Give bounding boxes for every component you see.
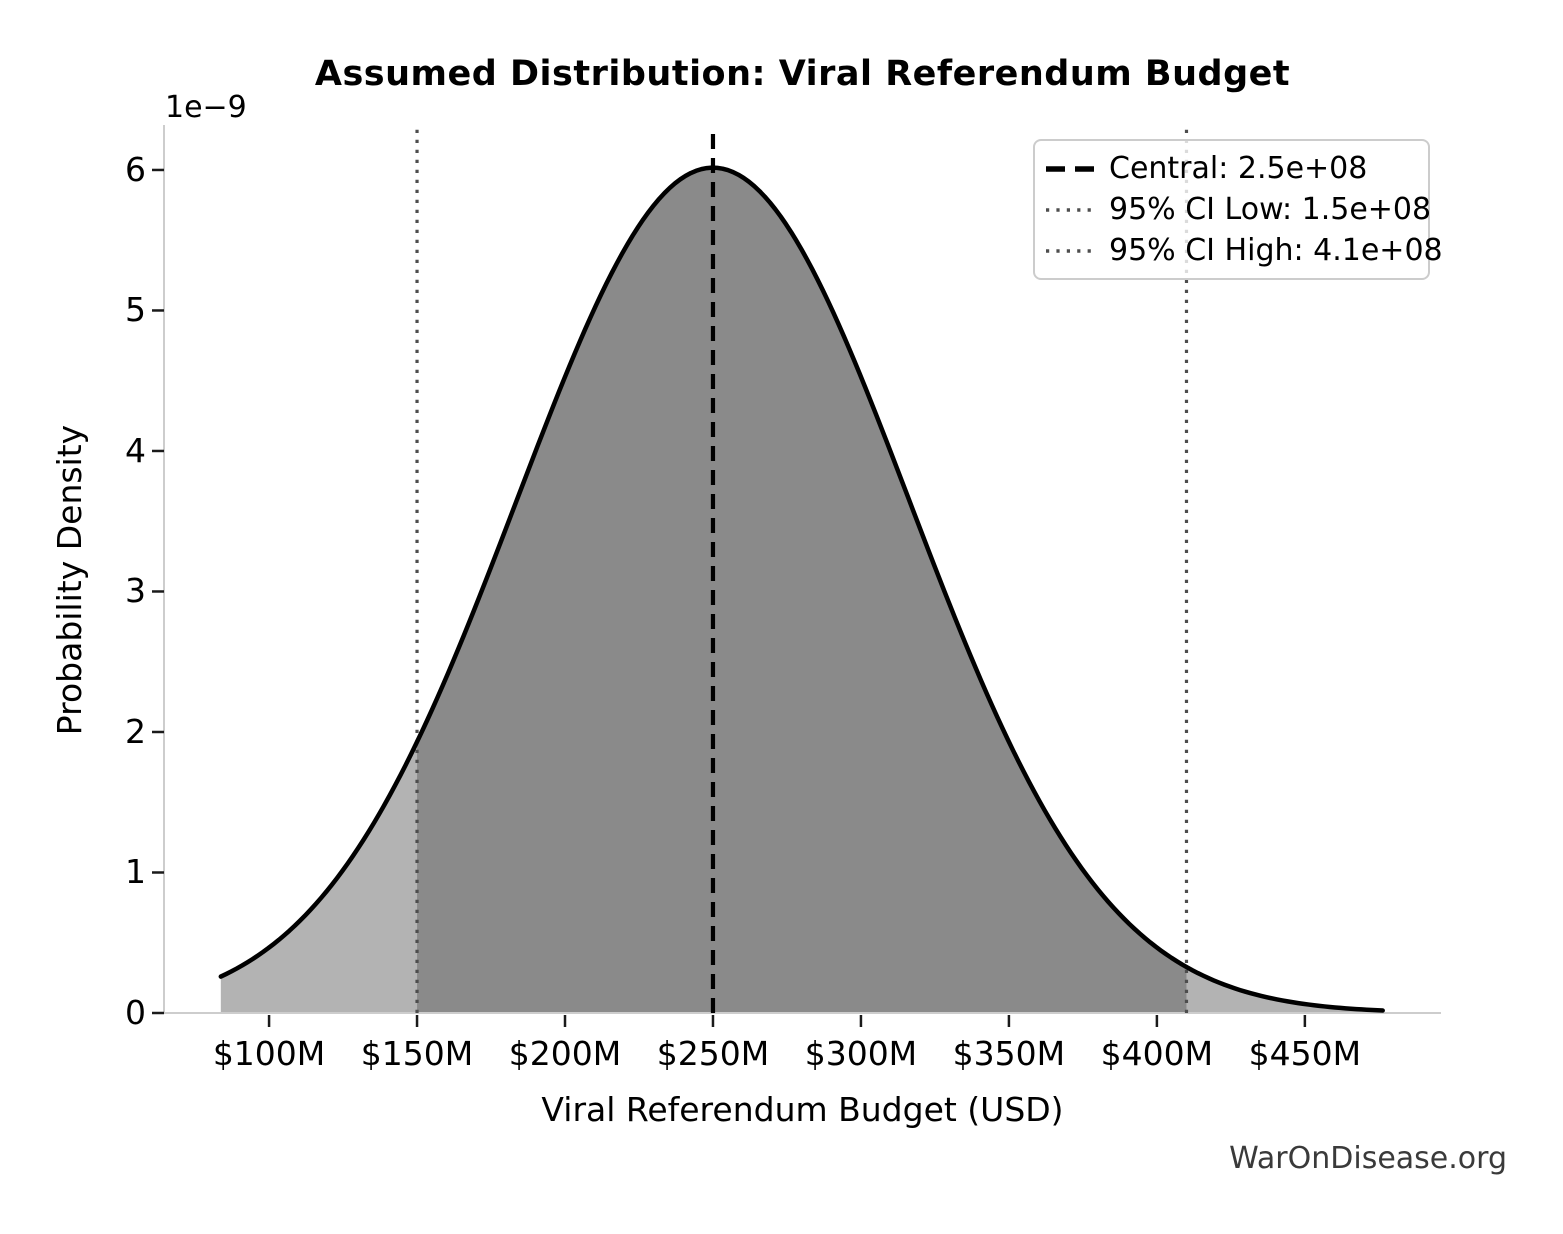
x-tick-label: $350M <box>952 1034 1066 1073</box>
y-tick-label: 6 <box>125 149 146 189</box>
dashed-line-icon <box>1046 165 1097 172</box>
legend-item-ci-high: 95% CI High: 4.1e+08 <box>1045 230 1443 271</box>
legend-item-ci-low: 95% CI Low: 1.5e+08 <box>1045 189 1431 230</box>
y-axis-offset-label: 1e−9 <box>165 90 247 125</box>
x-tick-label: $400M <box>1100 1034 1214 1073</box>
y-tick-label: 4 <box>125 430 146 470</box>
x-tick-label: $300M <box>804 1034 918 1073</box>
legend-label-ci-low: 95% CI Low: 1.5e+08 <box>1109 192 1432 227</box>
y-tick-label: 2 <box>125 711 146 751</box>
density-curve <box>218 165 1385 1013</box>
x-tick-label: $100M <box>212 1034 326 1073</box>
right-tail-fill <box>1186 967 1383 1013</box>
y-tick-label: 5 <box>125 290 146 330</box>
chart-title: Assumed Distribution: Viral Referendum B… <box>314 54 1291 94</box>
dotted-line-icon <box>1046 248 1097 253</box>
left-tail-fill <box>220 741 418 1013</box>
y-tick-label: 3 <box>125 571 146 611</box>
y-tick-label: 1 <box>125 852 146 892</box>
watermark: WarOnDisease.org <box>1229 1141 1507 1176</box>
legend-label-ci-high: 95% CI High: 4.1e+08 <box>1109 233 1443 268</box>
x-tick-label: $150M <box>360 1034 474 1073</box>
y-tick-label: 0 <box>125 993 146 1032</box>
x-tick-label: $250M <box>656 1034 770 1073</box>
x-axis-label: Viral Referendum Budget (USD) <box>541 1090 1064 1129</box>
legend-item-central: Central: 2.5e+08 <box>1045 148 1416 189</box>
dotted-line-icon <box>1046 207 1097 212</box>
legend: Central: 2.5e+08 95% CI Low: 1.5e+08 95%… <box>1033 139 1443 280</box>
ci-region-fill <box>417 167 1187 1013</box>
legend-label-central: Central: 2.5e+08 <box>1109 151 1368 186</box>
x-tick-label: $200M <box>508 1034 622 1073</box>
x-tick-label: $450M <box>1248 1034 1362 1073</box>
